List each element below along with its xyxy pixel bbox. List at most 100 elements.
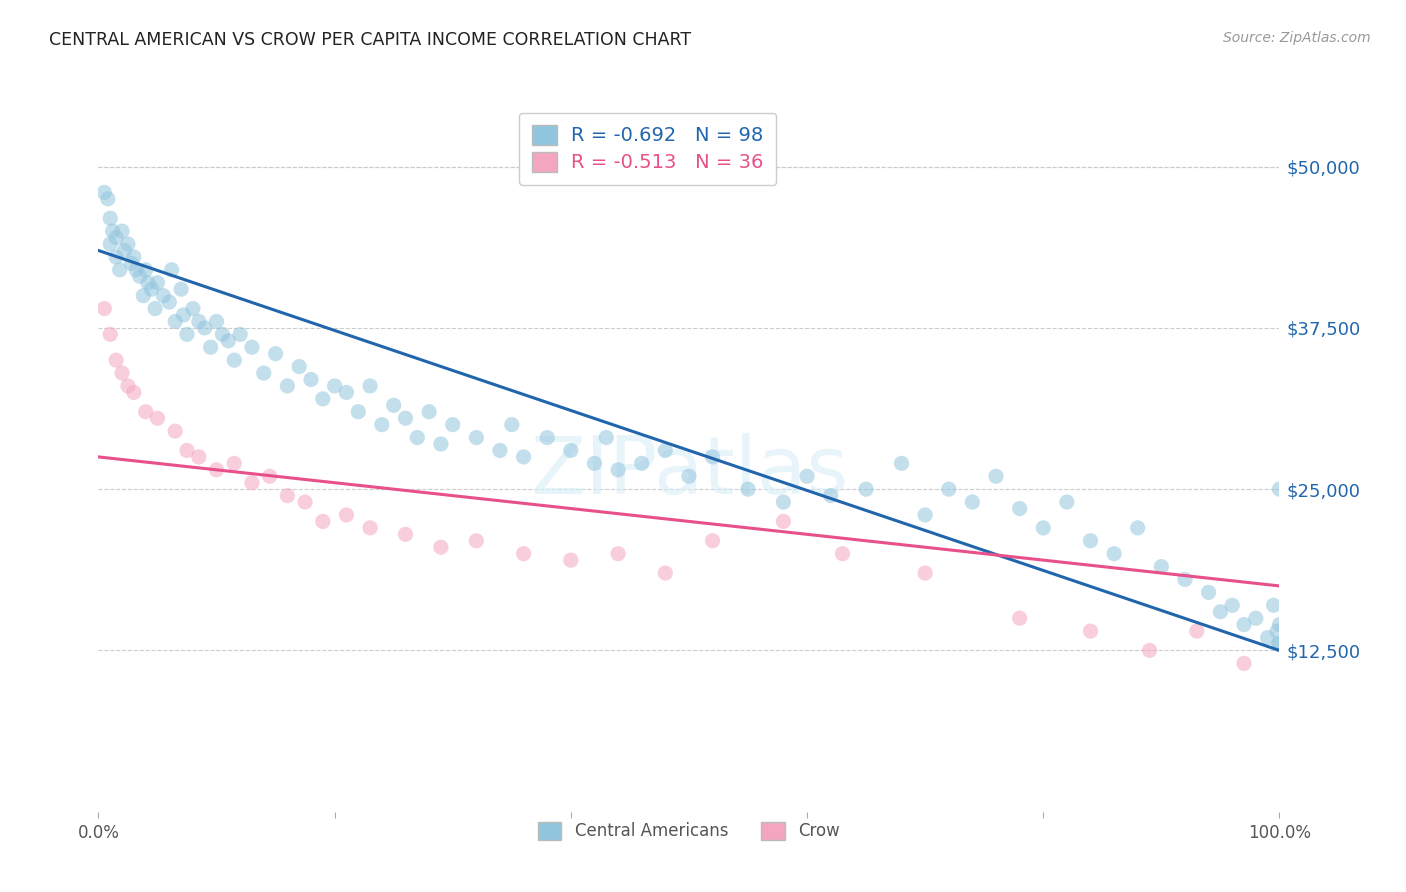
Point bbox=[394, 411, 416, 425]
Point bbox=[489, 443, 512, 458]
Point bbox=[1220, 599, 1243, 613]
Point bbox=[128, 269, 150, 284]
Point bbox=[1209, 605, 1232, 619]
Point bbox=[430, 437, 453, 451]
Point bbox=[441, 417, 464, 432]
Point bbox=[205, 463, 228, 477]
Point bbox=[122, 250, 145, 264]
Point bbox=[702, 450, 724, 464]
Point bbox=[1150, 559, 1173, 574]
Point bbox=[152, 288, 174, 302]
Point bbox=[93, 186, 115, 200]
Point bbox=[312, 392, 335, 406]
Point bbox=[1008, 501, 1031, 516]
Point bbox=[890, 456, 912, 470]
Point bbox=[914, 508, 936, 522]
Point bbox=[240, 475, 263, 490]
Point bbox=[1267, 637, 1289, 651]
Point bbox=[136, 276, 159, 290]
Point bbox=[160, 262, 183, 277]
Point bbox=[259, 469, 281, 483]
Point bbox=[347, 405, 370, 419]
Point bbox=[229, 327, 252, 342]
Point bbox=[1233, 617, 1256, 632]
Point bbox=[1080, 624, 1102, 639]
Point bbox=[1233, 657, 1256, 671]
Point bbox=[512, 450, 534, 464]
Point bbox=[772, 495, 794, 509]
Point bbox=[938, 482, 960, 496]
Point bbox=[211, 327, 233, 342]
Point bbox=[105, 353, 128, 368]
Point bbox=[105, 250, 128, 264]
Point bbox=[253, 366, 276, 380]
Point bbox=[111, 224, 134, 238]
Point bbox=[1185, 624, 1208, 639]
Point bbox=[501, 417, 523, 432]
Point bbox=[1080, 533, 1102, 548]
Point bbox=[97, 192, 120, 206]
Point bbox=[1198, 585, 1220, 599]
Point bbox=[335, 508, 357, 522]
Point bbox=[984, 469, 1007, 483]
Point bbox=[335, 385, 357, 400]
Point bbox=[962, 495, 984, 509]
Point bbox=[1174, 573, 1197, 587]
Point bbox=[93, 301, 115, 316]
Point bbox=[135, 262, 157, 277]
Point bbox=[122, 385, 145, 400]
Point bbox=[98, 327, 121, 342]
Point bbox=[264, 347, 287, 361]
Point bbox=[630, 456, 652, 470]
Point bbox=[831, 547, 853, 561]
Point bbox=[1126, 521, 1149, 535]
Point bbox=[105, 230, 128, 244]
Point bbox=[288, 359, 311, 374]
Point bbox=[855, 482, 877, 496]
Point bbox=[607, 547, 630, 561]
Point bbox=[737, 482, 759, 496]
Point bbox=[121, 256, 143, 270]
Point bbox=[560, 443, 582, 458]
Point bbox=[181, 301, 204, 316]
Point bbox=[165, 314, 187, 328]
Point bbox=[112, 244, 135, 258]
Point bbox=[595, 431, 617, 445]
Point bbox=[276, 489, 298, 503]
Point bbox=[583, 456, 606, 470]
Point bbox=[1268, 482, 1291, 496]
Legend: Central Americans, Crow: Central Americans, Crow bbox=[529, 812, 849, 850]
Point bbox=[1102, 547, 1125, 561]
Point bbox=[200, 340, 222, 354]
Text: CENTRAL AMERICAN VS CROW PER CAPITA INCOME CORRELATION CHART: CENTRAL AMERICAN VS CROW PER CAPITA INCO… bbox=[49, 31, 692, 49]
Point bbox=[170, 282, 193, 296]
Point bbox=[1257, 631, 1279, 645]
Point bbox=[135, 405, 157, 419]
Point bbox=[1032, 521, 1054, 535]
Point bbox=[98, 237, 121, 252]
Point bbox=[1139, 643, 1161, 657]
Point bbox=[654, 566, 676, 580]
Point bbox=[146, 411, 169, 425]
Point bbox=[224, 456, 246, 470]
Point bbox=[205, 314, 228, 328]
Point bbox=[125, 262, 148, 277]
Point bbox=[394, 527, 416, 541]
Text: ZIPatlas: ZIPatlas bbox=[530, 434, 848, 511]
Point bbox=[382, 398, 405, 412]
Point bbox=[418, 405, 440, 419]
Point bbox=[312, 515, 335, 529]
Point bbox=[796, 469, 818, 483]
Point bbox=[1265, 624, 1288, 639]
Point bbox=[654, 443, 676, 458]
Point bbox=[1268, 617, 1291, 632]
Point bbox=[359, 379, 381, 393]
Point bbox=[1056, 495, 1078, 509]
Point bbox=[176, 443, 198, 458]
Point bbox=[323, 379, 346, 393]
Point bbox=[294, 495, 316, 509]
Point bbox=[187, 314, 209, 328]
Point bbox=[117, 237, 139, 252]
Point bbox=[465, 431, 488, 445]
Point bbox=[678, 469, 700, 483]
